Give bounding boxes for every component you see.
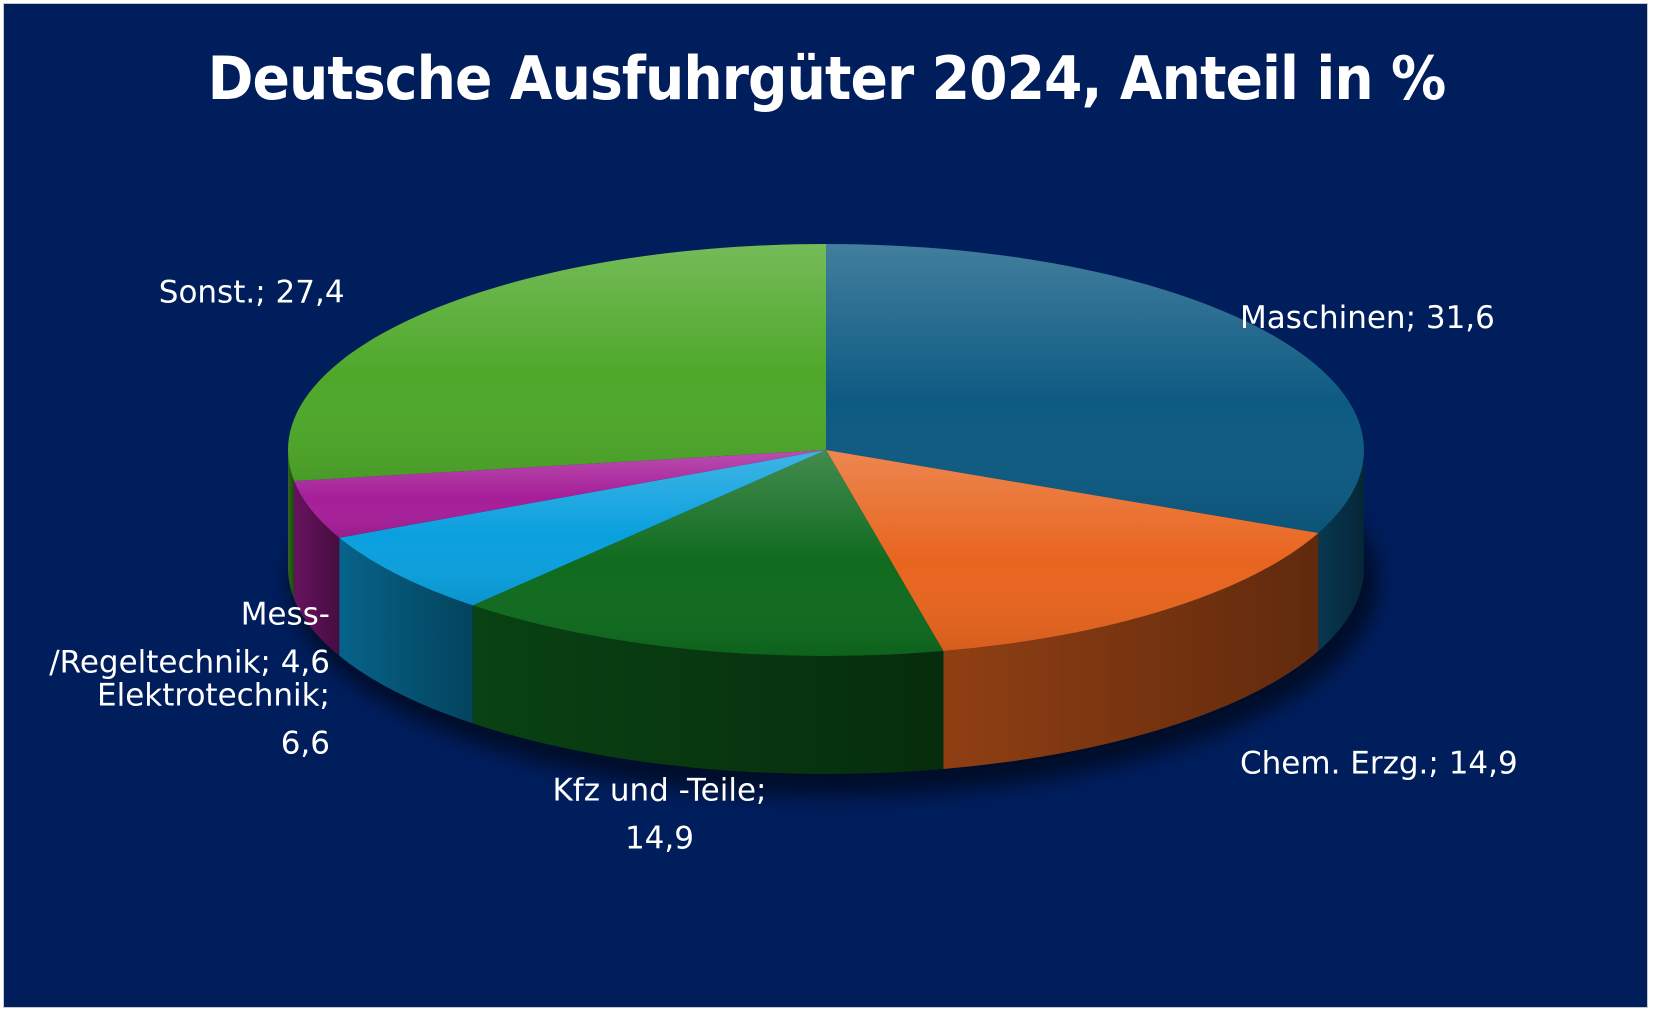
- pie-slice-highlight-maschinen-31-6: [826, 244, 1364, 533]
- data-label-mess: Mess- /Regeltechnik; 4,6: [49, 597, 330, 681]
- pie-slice-side-elektrotechnik: [339, 537, 473, 724]
- pie-slice-side-chem-erzg-14-9: [943, 532, 1319, 770]
- pie-slice-side-sonst-27-4: [288, 450, 295, 599]
- data-label-line: Maschinen; 31,6: [1240, 300, 1495, 336]
- data-label-line: Kfz und -Teile;: [552, 773, 766, 809]
- pie-slice-highlight-sonst-27-4: [288, 244, 826, 481]
- data-label-chem-erzg-14-9: Chem. Erzg.; 14,9: [1240, 746, 1518, 782]
- data-label-line: Mess-: [241, 597, 330, 633]
- data-label-sonst-27-4: Sonst.; 27,4: [159, 275, 345, 311]
- data-label-maschinen-31-6: Maschinen; 31,6: [1240, 300, 1495, 336]
- pie-slice-highlight-elektrotechnik: [339, 450, 826, 606]
- data-label-elektrotechnik: Elektrotechnik; 6,6: [97, 678, 330, 762]
- pie-slice-highlight-mess: [294, 450, 826, 538]
- data-label-line: 6,6: [281, 726, 330, 762]
- pie-slice-side-maschinen-31-6: [1318, 450, 1364, 651]
- data-label-line: 14,9: [625, 821, 694, 857]
- data-label-kfz-und-teile: Kfz und -Teile; 14,9: [552, 773, 766, 857]
- data-label-line: Elektrotechnik;: [97, 678, 330, 714]
- pie-slice-highlight-kfz-und-teile: [472, 450, 944, 657]
- data-label-line: Chem. Erzg.; 14,9: [1240, 746, 1518, 782]
- data-label-line: Sonst.; 27,4: [159, 275, 345, 311]
- pie-slice-highlight-chem-erzg-14-9: [826, 450, 1319, 652]
- data-label-line: /Regeltechnik; 4,6: [49, 645, 330, 681]
- chart-title: Deutsche Ausfuhrgüter 2024, Anteil in %: [207, 44, 1447, 114]
- pie-slice-side-kfz-und-teile: [472, 605, 944, 774]
- pie-slice-side-mess: [294, 480, 340, 656]
